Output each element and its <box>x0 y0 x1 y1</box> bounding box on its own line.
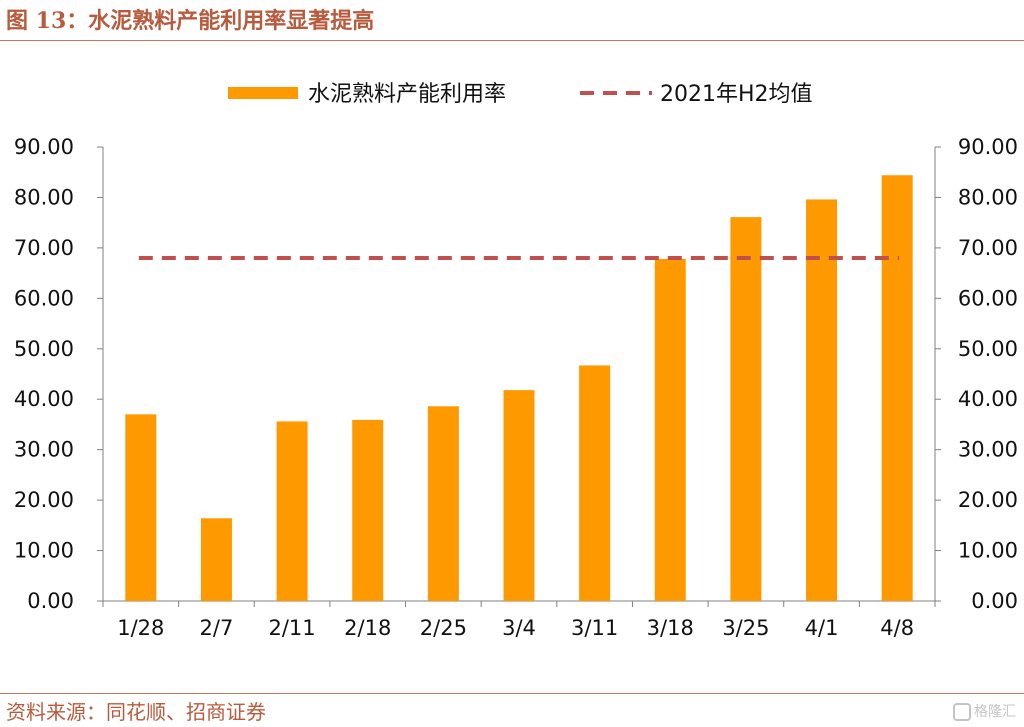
bar <box>654 258 686 601</box>
right-tick-label: 90.00 <box>958 135 1018 159</box>
watermark: 格隆汇 <box>953 701 1016 723</box>
x-tick-label: 2/7 <box>200 616 234 640</box>
figure-title: 图 13：水泥熟料产能利用率显著提高 <box>6 8 375 34</box>
bar <box>125 414 157 601</box>
bar <box>730 217 762 601</box>
watermark-text: 格隆汇 <box>974 704 1016 720</box>
bar <box>806 199 838 601</box>
x-tick-label: 1/28 <box>117 616 164 640</box>
bar <box>579 365 611 601</box>
left-tick-label: 0.00 <box>27 589 74 613</box>
x-tick-label: 2/11 <box>269 616 316 640</box>
left-tick-label: 20.00 <box>14 488 74 512</box>
left-tick-label: 10.00 <box>14 539 74 563</box>
x-tick-label: 2/18 <box>344 616 391 640</box>
left-tick-label: 80.00 <box>14 185 74 209</box>
bar <box>427 406 459 601</box>
x-tick-label: 2/25 <box>420 616 467 640</box>
right-tick-label: 30.00 <box>958 438 1018 462</box>
bar <box>352 419 384 601</box>
legend-label-line: 2021年H2均值 <box>660 82 813 107</box>
left-y-axis: 0.00 10.00 20.00 30.00 40.00 50.00 60.00 70.00 8… <box>14 135 104 613</box>
x-tick-label: 3/4 <box>502 616 536 640</box>
bar-series <box>125 175 913 601</box>
footer-divider <box>0 693 1024 694</box>
right-y-axis: 0.00 10.00 20.00 30.00 40.00 50.00 60.00 70.00 8… <box>934 135 1018 613</box>
watermark-logo-icon <box>953 703 971 721</box>
legend: 水泥熟料产能利用率 2021年H2均值 <box>228 82 813 107</box>
legend-label-bar: 水泥熟料产能利用率 <box>308 82 506 107</box>
right-tick-label: 80.00 <box>958 185 1018 209</box>
bar <box>276 421 308 601</box>
x-tick-label: 4/8 <box>880 616 914 640</box>
right-tick-label: 70.00 <box>958 236 1018 260</box>
right-tick-label: 10.00 <box>958 539 1018 563</box>
source-note: 资料来源：同花顺、招商证券 <box>6 700 266 724</box>
left-tick-label: 50.00 <box>14 337 74 361</box>
bar <box>503 390 535 601</box>
right-tick-label: 60.00 <box>958 286 1018 310</box>
right-tick-label: 20.00 <box>958 488 1018 512</box>
x-tick-label: 3/25 <box>722 616 769 640</box>
x-tick-label: 3/18 <box>647 616 694 640</box>
x-axis: 1/28 2/7 2/11 2/18 2/25 3/4 3/11 3/18 3/25 4/1 4/8 <box>102 600 936 640</box>
right-tick-label: 50.00 <box>958 337 1018 361</box>
x-tick-label: 3/11 <box>571 616 618 640</box>
left-tick-label: 30.00 <box>14 438 74 462</box>
left-tick-label: 40.00 <box>14 387 74 411</box>
right-tick-label: 40.00 <box>958 387 1018 411</box>
legend-bar-swatch <box>228 87 298 99</box>
left-tick-label: 70.00 <box>14 236 74 260</box>
left-tick-label: 60.00 <box>14 286 74 310</box>
left-tick-label: 90.00 <box>14 135 74 159</box>
bar <box>200 518 232 601</box>
x-tick-label: 4/1 <box>805 616 839 640</box>
chart: 水泥熟料产能利用率 2021年H2均值 0.00 10.00 20.00 30.00 40… <box>14 82 1018 640</box>
bar <box>881 175 913 601</box>
title-divider <box>0 40 1024 41</box>
right-tick-label: 0.00 <box>971 589 1018 613</box>
